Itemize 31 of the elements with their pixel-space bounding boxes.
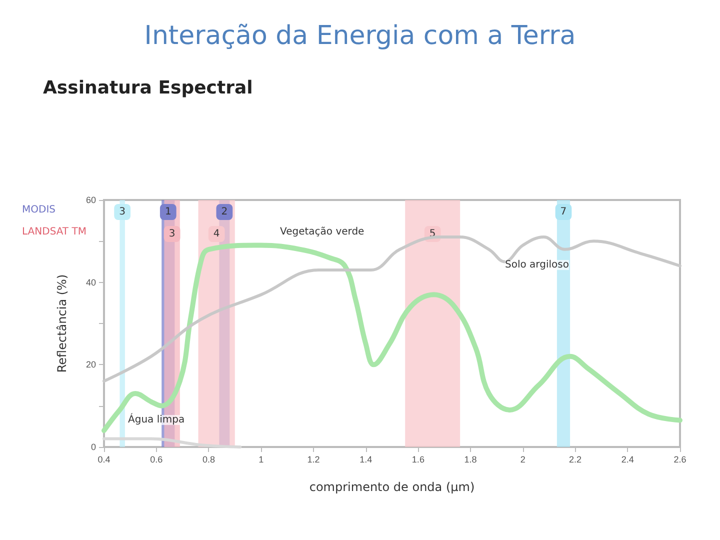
- x-tick-label: 2.2: [569, 454, 582, 464]
- x-tick-label: 1.2: [307, 454, 320, 464]
- text: MODIS: [22, 204, 56, 216]
- text: LANDSAT TM: [22, 226, 86, 238]
- x-axis-title: comprimento de onda (µm): [309, 480, 475, 494]
- chart-title: Interação da Energia com a Terra: [144, 21, 576, 51]
- y-tick-label: 40: [86, 277, 96, 288]
- x-tick-label: 0.4: [98, 454, 110, 464]
- x-tick-label: 1.6: [412, 454, 424, 464]
- band-label: 4: [213, 228, 220, 240]
- chart-subtitle: Assinatura Espectral: [43, 78, 253, 98]
- annotation: Água limpa: [128, 412, 185, 426]
- y-tick-label: 20: [86, 360, 96, 370]
- band-label: 1: [164, 206, 172, 218]
- y-tick-label: 0: [90, 442, 96, 452]
- band-label: 7: [560, 206, 567, 218]
- y-tick-label: 60: [86, 195, 96, 205]
- x-tick-label: 0.8: [202, 454, 215, 464]
- band-label: 3: [119, 206, 126, 218]
- x-tick-label: 2.4: [621, 454, 634, 464]
- band-label: 3: [168, 228, 176, 240]
- band-label: 2: [221, 206, 228, 218]
- x-tick-label: 1.4: [360, 454, 372, 464]
- annotation: Vegetação verde: [280, 226, 364, 238]
- y-axis-title: Reflectância (%): [55, 274, 69, 373]
- x-tick-label: 1: [258, 454, 264, 464]
- x-tick-label: 2.6: [674, 454, 686, 464]
- annotation: Solo argiloso: [505, 260, 569, 270]
- x-tick-label: 0.6: [150, 454, 163, 464]
- x-tick-label: 2: [520, 454, 526, 464]
- x-tick-label: 1.8: [464, 454, 477, 464]
